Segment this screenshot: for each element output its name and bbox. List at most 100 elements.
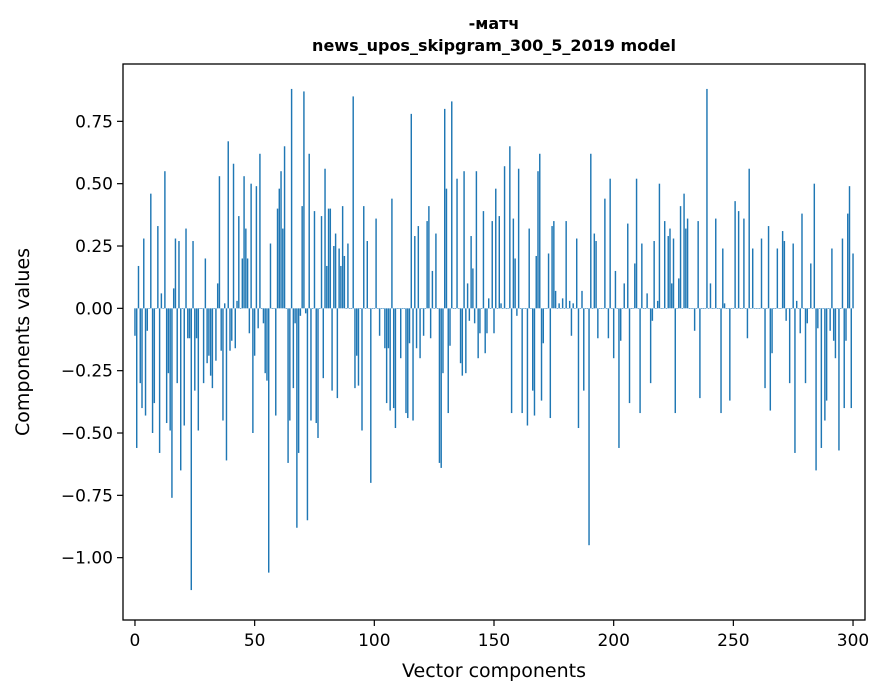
bar-396 [831, 248, 833, 309]
bar-242 [560, 308, 562, 309]
bar-303 [667, 236, 669, 309]
bar-107 [322, 308, 324, 379]
bar-159 [414, 236, 416, 309]
bar-261 [593, 233, 596, 309]
bar-4 [141, 308, 143, 409]
bar-36 [197, 308, 200, 431]
bar-28 [183, 308, 185, 426]
bar-358 [764, 308, 766, 389]
bar-236 [549, 308, 552, 419]
bar-312 [683, 193, 685, 309]
bar-42 [208, 308, 210, 356]
bar-142 [384, 308, 386, 349]
x-tick-label-100: 100 [358, 631, 390, 651]
x-tick-label-200: 200 [597, 631, 629, 651]
bar-145 [389, 308, 391, 411]
bar-89 [290, 88, 293, 309]
bar-295 [653, 241, 655, 309]
bar-115 [336, 308, 339, 399]
x-tick-label-0: 0 [130, 631, 141, 651]
bar-8 [148, 308, 150, 309]
bar-235 [547, 253, 550, 309]
bar-288 [641, 243, 643, 309]
bar-231 [540, 308, 543, 401]
bar-23 [174, 238, 177, 309]
bar-198 [482, 211, 485, 309]
bar-352 [753, 308, 756, 309]
bar-68 [253, 308, 256, 356]
bar-232 [542, 308, 544, 344]
bar-274 [616, 308, 618, 309]
bar-397 [832, 308, 835, 341]
bar-210 [503, 166, 506, 309]
bar-284 [634, 263, 636, 309]
bar-21 [171, 308, 173, 498]
bar-130 [363, 206, 365, 309]
bar-404 [845, 308, 847, 341]
bar-24 [176, 308, 178, 384]
bar-401 [839, 308, 842, 309]
bar-151 [400, 308, 402, 359]
bar-141 [382, 308, 384, 309]
bar-255 [583, 308, 585, 391]
bar-279 [625, 308, 627, 309]
bar-163 [421, 308, 423, 309]
bar-series [134, 88, 854, 591]
bar-243 [561, 298, 564, 309]
bar-186 [461, 308, 464, 376]
bar-165 [424, 308, 427, 309]
bar-113 [333, 246, 335, 309]
bar-190 [468, 308, 471, 321]
bar-149 [396, 308, 398, 309]
bar-185 [459, 308, 462, 364]
bar-138 [377, 308, 379, 309]
bar-19 [167, 308, 170, 374]
bar-121 [347, 243, 349, 309]
bar-200 [486, 308, 488, 334]
bar-344 [739, 308, 742, 309]
bar-91 [294, 308, 296, 324]
bar-283 [632, 308, 634, 309]
bar-278 [623, 283, 625, 309]
bar-330 [715, 218, 717, 309]
y-tick-label-1: 0.50 [75, 175, 113, 195]
bar-345 [741, 308, 743, 309]
bar-154 [405, 308, 407, 414]
bar-169 [431, 270, 434, 309]
bar-193 [473, 308, 476, 324]
chart-title-line2: news_upos_skipgram_300_5_2019 model [312, 36, 676, 55]
bar-40 [204, 258, 207, 309]
bar-254 [581, 290, 583, 309]
bar-9 [150, 193, 152, 309]
bar-407 [850, 308, 852, 409]
bar-3 [139, 308, 141, 384]
bar-375 [794, 308, 796, 453]
bar-343 [737, 211, 740, 309]
y-tick-label-3: 0.00 [75, 299, 113, 319]
bar-137 [375, 218, 377, 309]
bar-103 [315, 308, 317, 424]
bar-144 [387, 308, 390, 349]
bar-275 [618, 308, 620, 448]
bar-17 [164, 171, 166, 309]
bar-342 [736, 308, 738, 309]
bar-161 [417, 226, 420, 309]
bar-180 [451, 101, 453, 309]
bar-281 [628, 308, 631, 404]
bar-166 [426, 221, 428, 309]
bar-96 [303, 91, 305, 309]
y-axis: 0.75 0.50 0.25 0.00 −0.25 −0.50 −0.75 −1.00 [61, 112, 123, 569]
bar-308 [676, 308, 678, 309]
bar-104 [317, 308, 319, 438]
bar-379 [801, 213, 803, 309]
y-tick-label-4: −0.25 [61, 362, 113, 382]
bar-310 [679, 206, 682, 309]
bar-233 [544, 308, 546, 309]
bar-351 [751, 248, 754, 309]
bar-86 [285, 308, 288, 309]
bar-369 [783, 241, 786, 309]
bar-13 [157, 226, 159, 309]
bar-362 [771, 308, 773, 354]
bar-350 [750, 308, 752, 309]
bar-184 [458, 308, 460, 309]
